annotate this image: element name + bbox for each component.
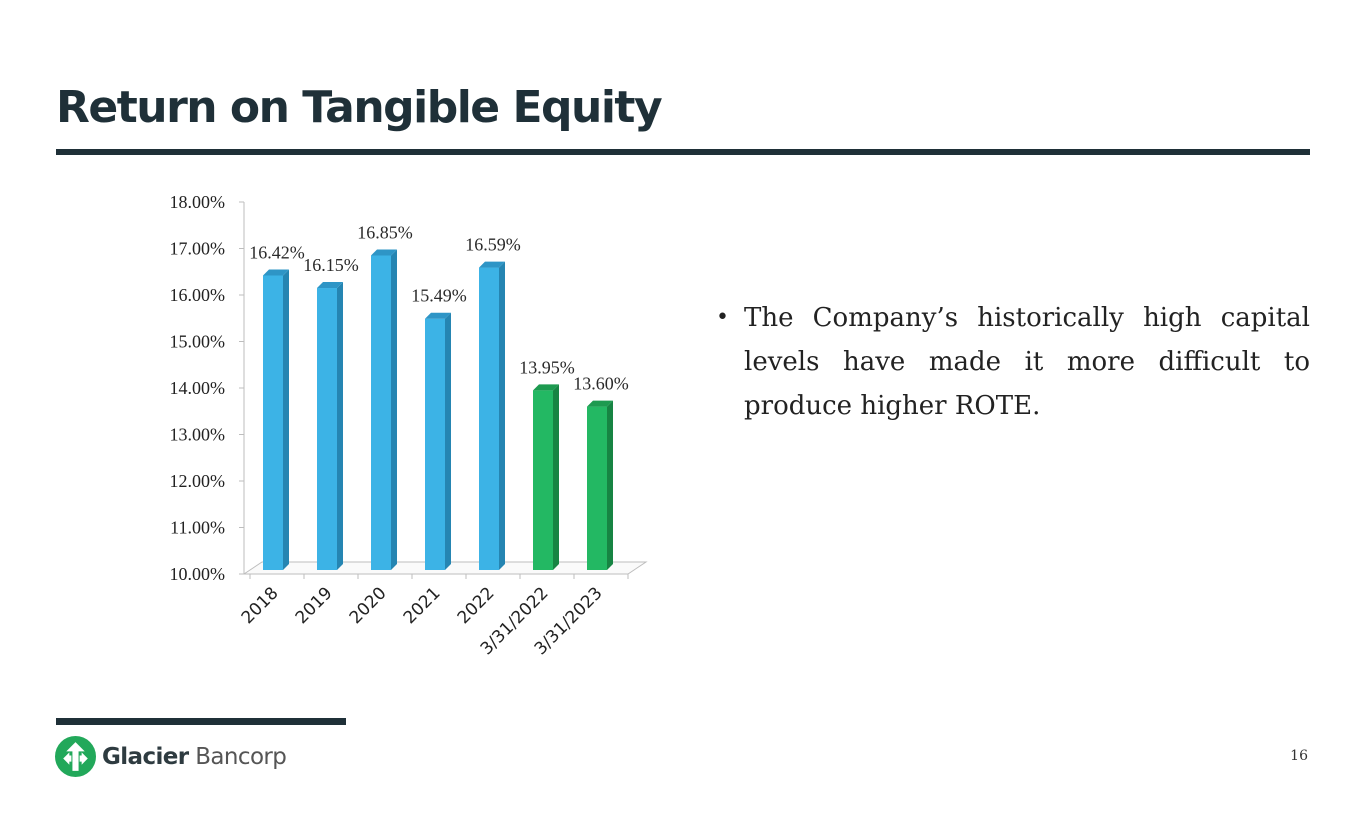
data-label: 13.60%: [573, 374, 629, 394]
bar-side: [391, 249, 397, 570]
bar-top: [479, 261, 505, 268]
page-number: 16: [1290, 748, 1308, 764]
bar-2021: [425, 318, 445, 570]
bullet-marker: •: [716, 305, 729, 330]
bar-top: [371, 249, 397, 256]
logo-name-light: Bancorp: [188, 743, 287, 770]
bar-2019: [317, 288, 337, 570]
bar-top: [587, 400, 613, 407]
bar-side: [553, 384, 559, 570]
bar-3/31/2022: [533, 390, 553, 570]
bar-2022: [479, 267, 499, 570]
y-tick-label: 14.00%: [170, 378, 226, 398]
data-label: 16.15%: [303, 255, 359, 275]
title-divider: [56, 149, 1310, 155]
rote-bar-chart: 10.00% 11.00% 12.00% 13.00% 14.00% 15.00% 16.0…: [170, 192, 648, 659]
y-tick-label: 12.00%: [170, 471, 226, 491]
bar-3/31/2023: [587, 406, 607, 570]
bar-top: [533, 384, 559, 391]
y-tick-label: 11.00%: [170, 518, 225, 538]
data-label: 16.42%: [249, 242, 305, 262]
bar-side: [607, 400, 613, 570]
y-tick-label: 17.00%: [170, 239, 226, 259]
slide-title: Return on Tangible Equity: [56, 82, 663, 133]
bar-top: [263, 269, 289, 276]
y-tick-label: 16.00%: [170, 285, 226, 305]
x-category-label: 2020: [346, 583, 391, 628]
data-label: 15.49%: [411, 286, 467, 306]
footer-divider: [56, 718, 346, 725]
x-category-label: 2018: [238, 583, 283, 628]
company-logo: Glacier Bancorp: [55, 736, 287, 777]
x-category-label: 2019: [292, 583, 337, 628]
bullet-text: The Company’s historically high capital …: [744, 303, 1310, 421]
y-tick-label: 15.00%: [170, 332, 226, 352]
data-label: 16.59%: [465, 235, 521, 255]
data-label: 13.95%: [519, 357, 575, 377]
bar-2018: [263, 275, 283, 570]
y-tick-label: 13.00%: [170, 425, 226, 445]
bar-2020: [371, 255, 391, 570]
x-category-label: 2022: [454, 583, 499, 628]
bar-side: [337, 282, 343, 570]
bullet-point: • The Company’s historically high capita…: [716, 296, 1310, 428]
bar-top: [317, 282, 343, 289]
y-tick-label: 10.00%: [170, 564, 226, 584]
logo-wordmark: Glacier Bancorp: [102, 743, 287, 770]
glacier-arrow-logo-icon: [55, 736, 96, 777]
data-label: 16.85%: [357, 222, 413, 242]
bar-side: [445, 312, 451, 570]
x-category-label: 2021: [400, 583, 445, 628]
bar-top: [425, 312, 451, 319]
bar-side: [499, 261, 505, 570]
y-tick-label: 18.00%: [170, 192, 226, 212]
bar-side: [283, 269, 289, 570]
logo-name-bold: Glacier: [102, 743, 189, 770]
